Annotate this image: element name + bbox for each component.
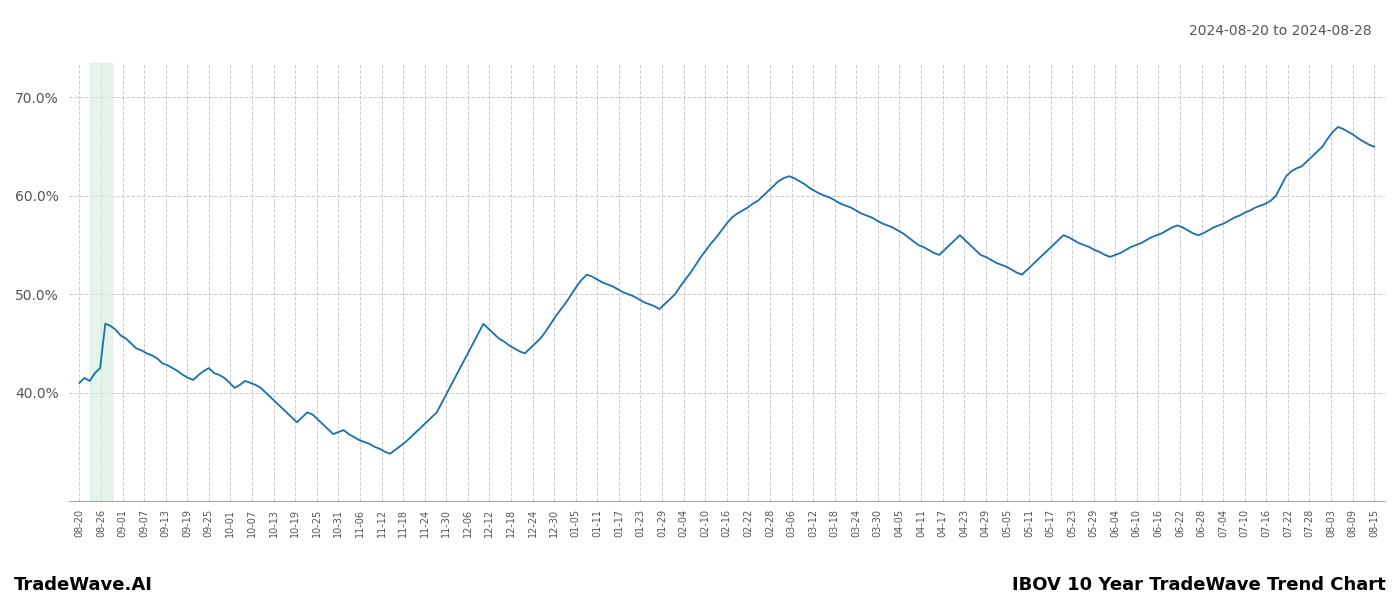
Bar [90, 63, 112, 501]
Text: TradeWave.AI: TradeWave.AI [14, 576, 153, 594]
Text: IBOV 10 Year TradeWave Trend Chart: IBOV 10 Year TradeWave Trend Chart [1012, 576, 1386, 594]
Text: 2024-08-20 to 2024-08-28: 2024-08-20 to 2024-08-28 [1190, 24, 1372, 38]
